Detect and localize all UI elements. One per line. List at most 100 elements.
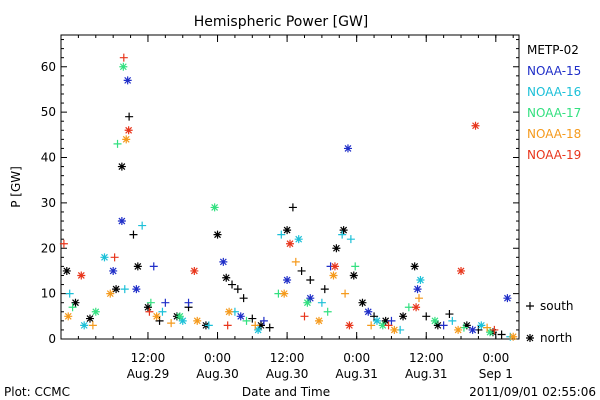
x-tick-label-date: Sep 1 [479, 367, 513, 381]
x-tick-label-time: 0:00 [343, 351, 370, 365]
data-point-south [204, 321, 213, 330]
x-tick-label-time: 0:00 [204, 351, 231, 365]
y-tick-label: 60 [41, 60, 56, 74]
data-point-south [445, 310, 454, 319]
data-point-south [239, 294, 248, 303]
data-point-north [462, 321, 471, 330]
legend-entry: NOAA-18 [527, 127, 581, 141]
data-point-south [439, 321, 448, 330]
data-point-north [412, 303, 421, 312]
data-point-north [222, 273, 231, 282]
data-point-north [286, 239, 294, 248]
data-point-north [468, 325, 477, 334]
data-point-south [459, 323, 468, 332]
data-point-south [387, 316, 396, 325]
x-tick-label-time: 12:00 [409, 351, 444, 365]
data-point-south [297, 266, 306, 275]
data-point-south [277, 230, 286, 239]
x-tick-label-date: Aug.30 [266, 367, 309, 381]
data-point-north [123, 76, 132, 85]
data-point-south [129, 230, 138, 239]
data-point-north [372, 316, 381, 325]
data-point-north [112, 285, 121, 294]
x-tick-label-date: Aug.31 [335, 367, 378, 381]
data-point-north [106, 289, 115, 298]
data-point-north [399, 312, 408, 321]
data-point-south [265, 323, 274, 332]
plot-frame [60, 34, 520, 340]
series-noaa-16 [65, 221, 515, 341]
data-point-south [490, 325, 499, 334]
data-point-north [117, 217, 126, 226]
data-point-north [294, 235, 303, 244]
data-point-north [210, 203, 219, 212]
data-point-north [303, 298, 312, 307]
data-point-south [167, 319, 176, 328]
data-point-north [410, 262, 419, 271]
data-point-south [138, 221, 147, 230]
data-point-south [323, 307, 332, 316]
data-point-south [448, 316, 457, 325]
data-point-north [109, 266, 118, 275]
data-point-south [404, 303, 413, 312]
data-point-north [345, 321, 354, 330]
data-point-north [85, 314, 94, 323]
data-point-north [330, 262, 339, 271]
data-point-south [223, 321, 232, 330]
y-axis-label: P [GW] [9, 166, 23, 208]
legend-entry: NOAA-17 [527, 106, 581, 120]
data-point-south [233, 285, 242, 294]
marker-legend-star [526, 334, 534, 342]
data-point-south [113, 139, 122, 148]
data-point-north [80, 321, 89, 330]
series-metp-02 [62, 112, 506, 339]
data-point-north [124, 126, 133, 135]
data-point-north [178, 316, 187, 325]
data-point-north [306, 294, 315, 303]
data-point-north [503, 294, 512, 303]
data-point-north [91, 307, 100, 316]
marker-legend-label: north [540, 331, 572, 345]
data-point-south [88, 321, 97, 330]
data-point-south [110, 253, 119, 262]
x-tick-label-date: Aug.29 [127, 367, 170, 381]
data-point-south [259, 316, 268, 325]
data-point-north [193, 316, 202, 325]
data-point-south [414, 294, 423, 303]
data-point-north [381, 316, 390, 325]
data-point-south [65, 289, 74, 298]
data-point-north [283, 276, 292, 285]
data-point-south [483, 323, 492, 332]
y-tick-label: 10 [41, 287, 56, 301]
data-point-north [283, 226, 292, 235]
marker-legend: south north [526, 299, 574, 345]
data-point-south [338, 230, 347, 239]
data-point-south [242, 316, 251, 325]
data-point-north [454, 325, 463, 334]
data-point-north [486, 328, 495, 337]
data-point-south [497, 330, 506, 339]
data-point-north [122, 135, 131, 144]
data-point-south [288, 203, 297, 212]
data-point-south [317, 298, 326, 307]
data-point-south [367, 321, 376, 330]
y-tick-label: 20 [41, 241, 56, 255]
data-point-south [59, 239, 68, 248]
legend-entry: NOAA-16 [527, 85, 581, 99]
data-point-south [161, 298, 170, 307]
data-point-north [457, 266, 466, 275]
data-point-north [132, 285, 141, 294]
data-point-south [68, 303, 77, 312]
data-point-north [219, 257, 228, 266]
data-point-north [100, 253, 109, 262]
legend-entry: METP-02 [527, 43, 579, 57]
data-point-north [416, 276, 425, 285]
data-point-south [351, 262, 360, 271]
plot-timestamp: 2011/09/01 02:55:06 [469, 385, 596, 399]
data-point-south [300, 312, 309, 321]
data-point-north [77, 271, 86, 280]
x-tick-label-time: 12:00 [270, 351, 305, 365]
data-point-north [71, 298, 80, 307]
data-point-north [364, 307, 373, 316]
